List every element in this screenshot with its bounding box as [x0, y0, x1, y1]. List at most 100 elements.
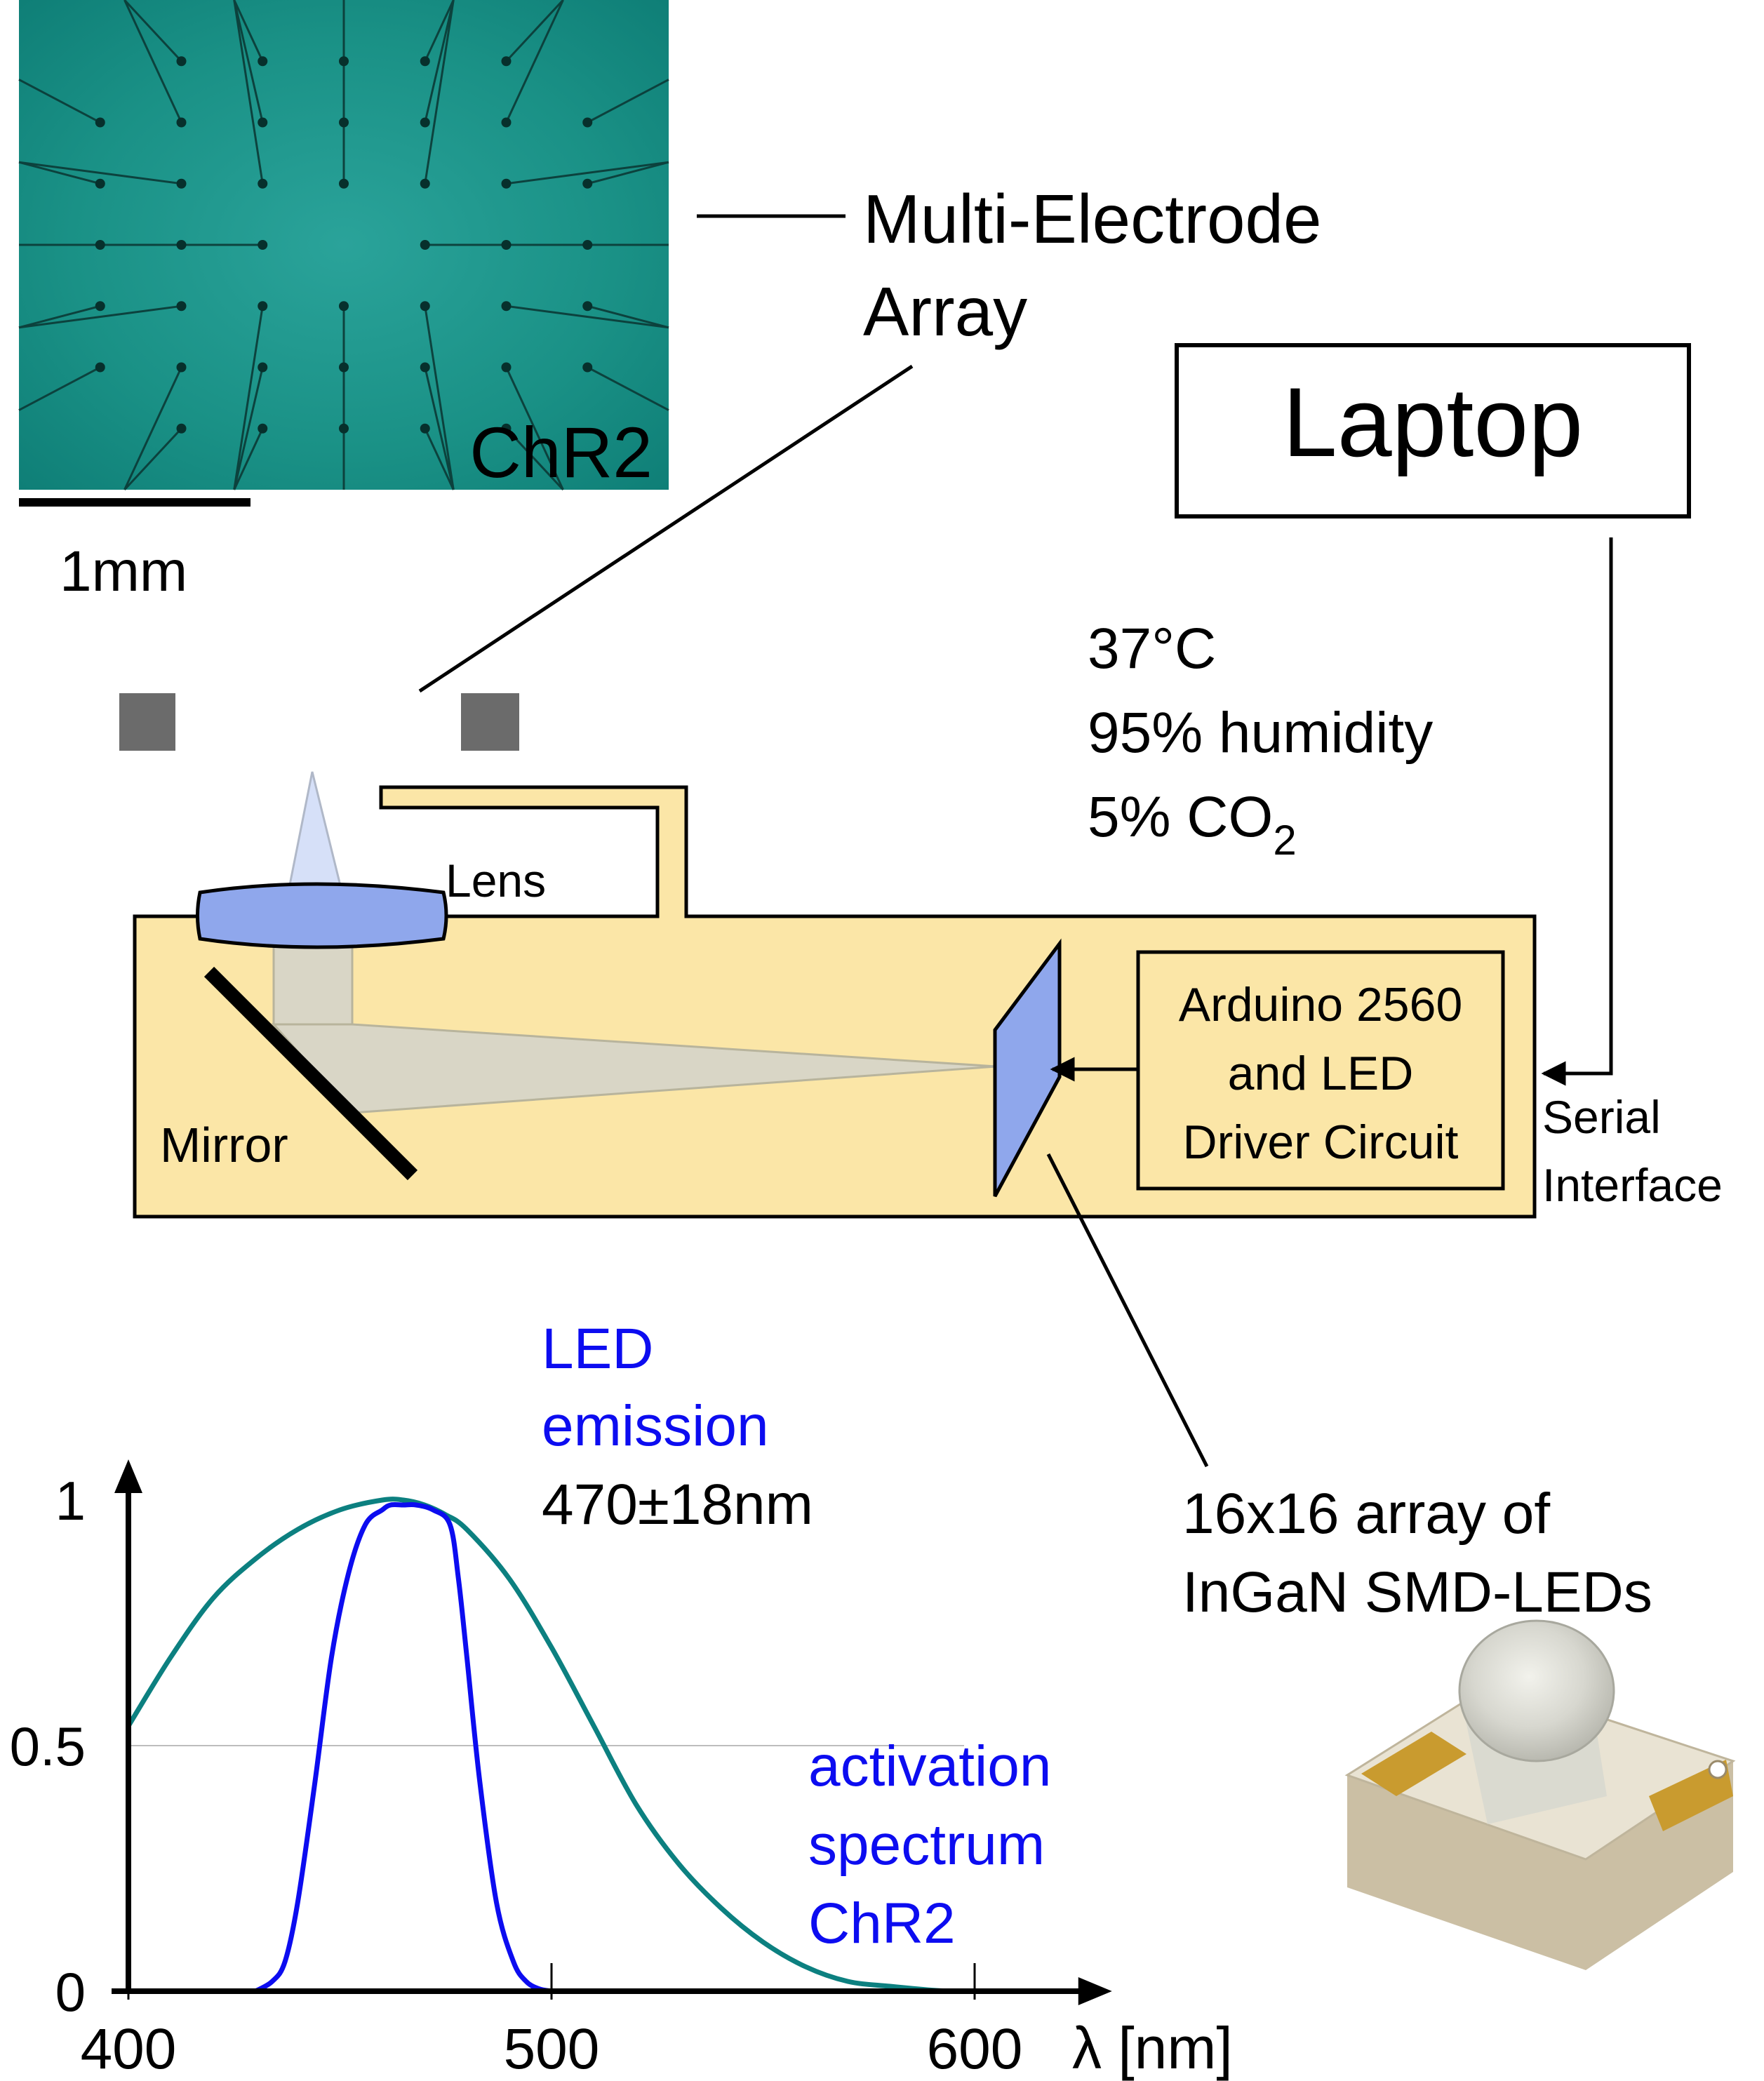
mea-electrode-dot-43: [582, 362, 593, 373]
mea-trace-41: [587, 161, 669, 185]
mea-electrode-dot-18: [258, 423, 268, 434]
mirror-label: Mirror: [160, 1118, 288, 1172]
mea-electrode-dot-7: [176, 178, 187, 189]
mea-trace-5: [18, 366, 101, 411]
mea-electrode-dot-2: [95, 240, 105, 250]
mea-trace-32: [424, 428, 455, 490]
mea-trace-44: [587, 366, 669, 411]
mea-trace-43: [587, 305, 669, 329]
mea-electrode-dot-21: [339, 178, 349, 189]
mea-trace-4: [18, 305, 101, 329]
mea-electrode-dot-38: [501, 423, 512, 434]
mea-electrode-dot-8: [176, 240, 187, 250]
mea-chamber-wall-left: [119, 693, 175, 751]
y-tick-label-1: 0.5: [10, 1715, 86, 1777]
led-dome: [1458, 1619, 1615, 1762]
mea-electrode-dot-9: [176, 301, 187, 312]
annotation-led-line2: emission: [542, 1394, 769, 1458]
mea-trace-27: [424, 0, 455, 123]
mea-electrode-dot-26: [420, 117, 430, 128]
mea-trace-8: [18, 161, 182, 185]
series-led-emission: [254, 1501, 552, 1994]
serial-label-line1: Serial: [1542, 1091, 1661, 1143]
spectrum-chart: 400 500 600 0 0.5 1 λ [nm] LED emission 470±1…: [10, 1317, 1233, 2081]
mea-electrode-dot-31: [420, 423, 430, 434]
mea-electrode-dot-13: [258, 117, 268, 128]
mea-electrode-dot-12: [258, 56, 268, 67]
mea-trace-1: [18, 79, 101, 123]
mea-electrode-dot-14: [258, 178, 268, 189]
mea-electrode-dot-20: [339, 117, 349, 128]
mea-trace-14: [233, 0, 264, 123]
led-contact-left: [1361, 1732, 1466, 1796]
laptop-serial-arrow: [1541, 537, 1613, 1086]
mea-electrode-dot-17: [258, 362, 268, 373]
annotation-act-line1: activation: [808, 1734, 1051, 1798]
mea-trace-31: [424, 367, 455, 490]
mea-electrode-dot-34: [501, 178, 512, 189]
controller-line3: Driver Circuit: [1183, 1116, 1459, 1169]
controller-box: [1136, 950, 1505, 1191]
mea-trace-37: [506, 305, 669, 329]
mea-electrode-dot-23: [339, 362, 349, 373]
mea-trace-10: [18, 305, 182, 329]
mea-trace-6: [123, 0, 182, 62]
mea-trace-19: [233, 428, 264, 490]
led-array-label-line2: InGaN SMD-LEDs: [1182, 1560, 1652, 1624]
annotation-act-line3: ChR2: [808, 1892, 956, 1955]
mea-electrode-dot-33: [501, 117, 512, 128]
led-contact-right: [1649, 1760, 1733, 1831]
mea-electrode-dot-25: [420, 56, 430, 67]
mea-electrode-dot-10: [176, 362, 187, 373]
mea-trace-26: [424, 0, 455, 62]
mea-electrode-dot-28: [420, 240, 430, 250]
co2-prefix: 5% CO: [1088, 785, 1273, 849]
controller-line1: Arduino 2560: [1179, 978, 1463, 1031]
mea-chr2-label: ChR2: [469, 413, 653, 493]
mea-electrode-dot-3: [95, 301, 105, 312]
mea-trace-33: [505, 0, 564, 62]
annotation-led-line3: 470±18nm: [542, 1473, 813, 1537]
mea-electrode-dot-0: [95, 117, 105, 128]
co2-subscript: 2: [1273, 817, 1296, 864]
mea-electrode-dot-6: [176, 117, 187, 128]
mea-trace-39: [505, 427, 564, 491]
mirror-shape: [203, 966, 418, 1181]
mea-electrode-dot-29: [420, 301, 430, 312]
mea-electrode-dot-27: [420, 178, 430, 189]
laptop-box: [1175, 343, 1691, 518]
mea-trace-35: [506, 161, 669, 185]
mea-electrode-dot-32: [501, 56, 512, 67]
mea-electrode-dot-16: [258, 301, 268, 312]
mea-trace-15: [233, 0, 264, 184]
led-array-pointer-line: [1046, 1153, 1209, 1468]
mea-electrode-traces: [18, 0, 669, 491]
mea-trace-40: [587, 79, 669, 123]
mea-trace-38: [505, 366, 564, 490]
mea-electrode-dot-41: [582, 240, 593, 250]
mea-trace-34: [505, 0, 564, 123]
mea-chamber-wall-right: [461, 693, 519, 751]
mea-trace-11: [123, 366, 182, 490]
mea-trace-13: [233, 0, 264, 62]
chart-ticks: 400 500 600 0 0.5 1: [10, 1470, 1023, 2081]
mea-electrode-dot-1: [95, 178, 105, 189]
x-tick-label-500: 500: [504, 2017, 600, 2081]
mea-electrode-dot-42: [582, 301, 593, 312]
chart-x-axis-arrowhead: [1078, 1977, 1112, 2005]
mea-electrode-dot-30: [420, 362, 430, 373]
mea-electrode-dot-40: [582, 178, 593, 189]
mea-micrograph: ChR2: [18, 0, 669, 493]
series-activation-spectrum: [126, 1497, 954, 1994]
mea-electrodes: [95, 56, 593, 434]
chart-x-axis-label: λ [nm]: [1072, 2015, 1233, 2081]
mea-trace-2: [18, 161, 101, 185]
mea-electrode-dot-15: [258, 240, 268, 250]
humidity-text: 95% humidity: [1088, 701, 1433, 765]
lens-label: Lens: [446, 855, 546, 906]
temperature-text: 37°C: [1088, 617, 1216, 681]
y-tick-label-0: 0: [55, 1961, 86, 2023]
mea-trace-28: [424, 0, 455, 184]
y-tick-label-2: 1: [55, 1470, 86, 1532]
